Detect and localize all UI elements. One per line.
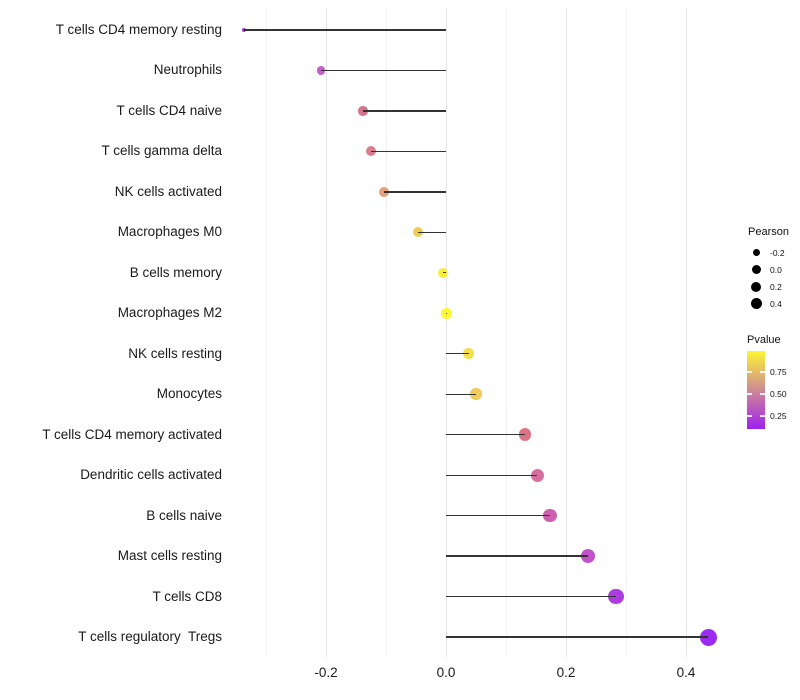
- lollipop-segment: [321, 69, 446, 72]
- gridline-x--0.3: [266, 8, 267, 657]
- y-axis-label: Monocytes: [156, 386, 222, 402]
- y-axis-label: B cells naive: [146, 507, 222, 523]
- lollipop-segment: [446, 393, 476, 395]
- legend-pvalue: Pvalue 0.75 0.50 0.25: [747, 334, 797, 429]
- lollipop-segment: [446, 434, 526, 436]
- legend-pearson-entries: -0.2 0.0 0.2 0.4: [748, 244, 798, 312]
- y-axis-label: NK cells resting: [128, 345, 222, 361]
- legend-size-dot-box: [748, 279, 764, 295]
- data-point: [441, 307, 453, 319]
- data-point: [581, 549, 596, 564]
- pvalue-gradient-bar: [747, 351, 765, 429]
- gridline-x-0.3: [626, 8, 627, 657]
- legend-size-dot-box: [748, 245, 764, 261]
- lollipop-segment: [446, 312, 447, 314]
- data-point: [470, 388, 482, 400]
- data-point: [530, 468, 544, 482]
- pvalue-tick-label: 0.75: [770, 367, 787, 377]
- pvalue-tick-mark: [760, 371, 765, 373]
- pvalue-tick-mark: [760, 393, 765, 395]
- pvalue-tick-label: 0.25: [770, 411, 787, 421]
- y-axis-label: T cells regulatory Tregs: [78, 629, 222, 645]
- gridline-x-0.1: [506, 8, 507, 657]
- data-point: [463, 348, 475, 360]
- lollipop-segment: [384, 191, 446, 193]
- pvalue-tick-mark: [760, 415, 765, 417]
- y-axis-label: T cells CD8: [152, 588, 222, 604]
- legend-pearson-entry: 0.2: [748, 278, 798, 295]
- legend-size-dot-box: [748, 296, 764, 312]
- legend-size-label: 0.0: [770, 264, 782, 275]
- legend-pvalue-title: Pvalue: [747, 334, 781, 346]
- x-axis-tick-label: 0.0: [436, 665, 456, 680]
- pvalue-tick-label: 0.50: [770, 389, 787, 399]
- legend-size-label: 0.2: [770, 281, 782, 292]
- lollipop-segment: [446, 595, 616, 598]
- y-axis-label: Neutrophils: [153, 62, 222, 78]
- data-point: [543, 508, 557, 523]
- legend-pearson-entry: 0.4: [748, 295, 798, 312]
- lollipop-segment: [363, 110, 446, 112]
- data-point: [608, 588, 624, 605]
- legend-size-label: 0.4: [770, 298, 782, 309]
- lollipop-segment: [371, 150, 446, 153]
- legend-pearson: Pearson -0.2 0.0 0.2 0.4: [748, 226, 798, 312]
- y-axis-label: T cells CD4 memory activated: [42, 426, 222, 442]
- y-axis-label: B cells memory: [129, 264, 222, 280]
- y-axis-label: T cells CD4 memory resting: [55, 22, 222, 37]
- y-axis-label: Macrophages M0: [117, 224, 222, 240]
- data-point: [699, 628, 717, 646]
- lollipop-segment: [243, 29, 446, 31]
- gridline-x-0: [446, 8, 447, 657]
- gridline-x--0.2: [326, 8, 327, 657]
- lollipop-segment: [417, 231, 446, 233]
- data-point: [518, 428, 532, 441]
- pvalue-tick-mark: [747, 371, 752, 373]
- y-axis-label: Macrophages M2: [117, 305, 222, 321]
- legend-size-dot-icon: [752, 249, 760, 256]
- legend-pearson-title: Pearson: [748, 226, 789, 238]
- x-axis-tick-label: 0.2: [556, 665, 576, 680]
- lollipop-segment: [446, 353, 469, 355]
- lollipop-segment: [446, 555, 589, 557]
- lollipop-segment: [446, 514, 550, 517]
- pvalue-tick-mark: [747, 415, 752, 417]
- gridline-x-0.2: [566, 8, 567, 657]
- legend-size-dot-box: [748, 262, 764, 278]
- y-axis-label: NK cells activated: [114, 183, 222, 199]
- gridline-x-0.4: [686, 8, 687, 657]
- y-axis-label: Dendritic cells activated: [80, 467, 222, 483]
- pvalue-tick-mark: [747, 393, 752, 395]
- gridline-x--0.1: [386, 8, 387, 657]
- x-axis-tick-label: 0.4: [676, 665, 696, 680]
- y-axis-label: T cells gamma delta: [101, 143, 222, 159]
- x-axis-tick-label: -0.2: [314, 665, 338, 680]
- y-axis-label: Mast cells resting: [117, 548, 222, 564]
- legend-size-dot-icon: [750, 298, 762, 309]
- legend-size-label: -0.2: [770, 247, 785, 258]
- legend-pearson-entry: -0.2: [748, 244, 798, 261]
- y-axis-label: T cells CD4 naive: [116, 102, 222, 118]
- lollipop-segment: [443, 272, 446, 274]
- legend-size-dot-icon: [751, 281, 761, 292]
- lollipop-segment: [446, 636, 709, 638]
- legend-size-dot-icon: [751, 265, 761, 274]
- legend-pearson-entry: 0.0: [748, 261, 798, 278]
- lollipop-segment: [446, 474, 538, 476]
